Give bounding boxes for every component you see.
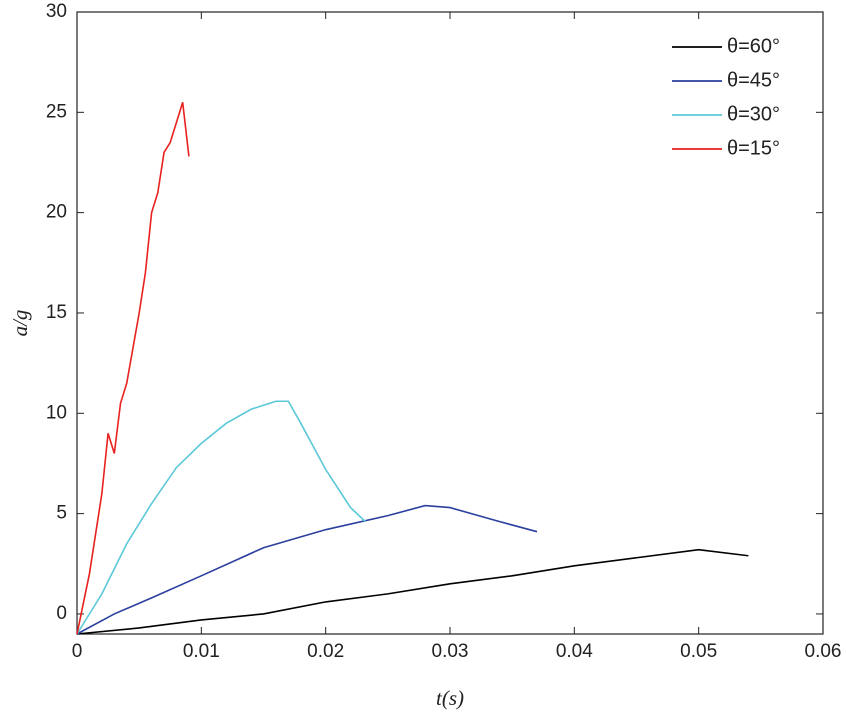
series-line — [76, 102, 190, 635]
legend-label: θ=60° — [727, 35, 780, 57]
y-tick-label: 30 — [46, 1, 67, 22]
x-tick-label: 0.05 — [680, 641, 717, 662]
x-tick-label: 0.01 — [183, 641, 220, 662]
x-tick-label: 0.04 — [556, 641, 593, 662]
legend-label: θ=30° — [727, 103, 780, 125]
y-tick-label: 15 — [46, 302, 67, 323]
y-tick-label: 10 — [46, 402, 67, 423]
y-tick-label: 5 — [56, 503, 67, 524]
x-tick-label: 0.06 — [805, 641, 842, 662]
y-tick-label: 20 — [46, 202, 67, 223]
series-line — [76, 400, 366, 635]
x-tick-label: 0.02 — [307, 641, 344, 662]
series-line — [76, 548, 749, 635]
x-tick-label: 0.03 — [432, 641, 469, 662]
y-tick-label: 25 — [46, 101, 67, 122]
y-axis-title: a/g — [8, 310, 32, 337]
legend-label: θ=45° — [727, 69, 780, 91]
x-axis-title: t(s) — [436, 686, 464, 710]
series-line — [76, 504, 538, 635]
y-tick-label: 0 — [56, 603, 67, 624]
x-tick-label: 0 — [72, 641, 83, 662]
legend-label: θ=15° — [727, 137, 780, 159]
plot-frame — [76, 11, 824, 635]
